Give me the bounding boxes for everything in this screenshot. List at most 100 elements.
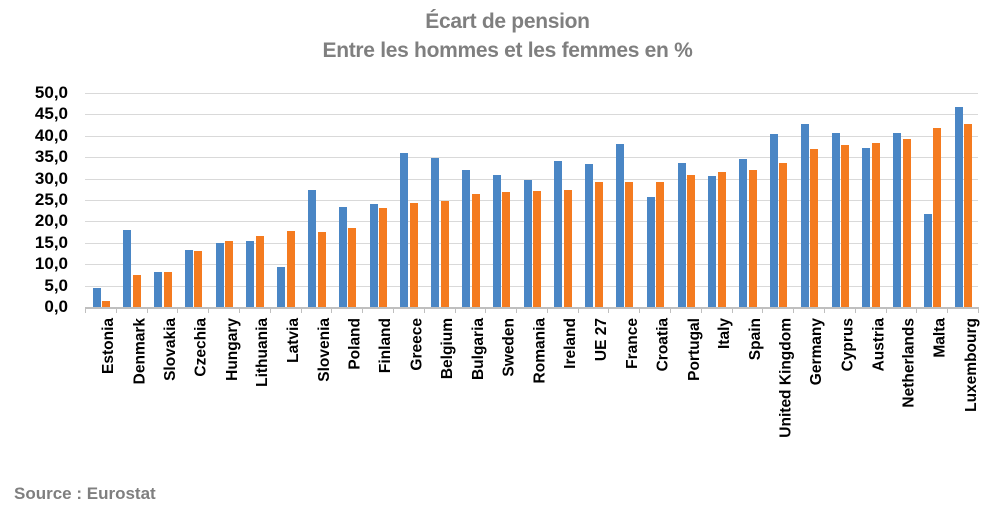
x-tick bbox=[516, 307, 518, 313]
category-label: Finland bbox=[377, 318, 395, 374]
x-tick bbox=[670, 307, 672, 313]
y-tick-label: 30,0 bbox=[34, 168, 68, 188]
category-label: Slovenia bbox=[315, 318, 333, 382]
x-tick bbox=[854, 307, 856, 313]
gridline bbox=[85, 157, 978, 159]
y-tick-label: 5,0 bbox=[44, 275, 68, 295]
bar-bulgaria-series-1 bbox=[462, 169, 471, 307]
bar-poland-series-2 bbox=[348, 227, 357, 307]
category-label: Estonia bbox=[100, 318, 118, 374]
x-tick bbox=[793, 307, 795, 313]
category-label: Sweden bbox=[500, 318, 518, 377]
bar-sweden-series-1 bbox=[492, 174, 501, 307]
bar-greece-series-2 bbox=[409, 203, 418, 307]
y-tick-label: 10,0 bbox=[34, 254, 68, 274]
bar-belgium-series-1 bbox=[431, 157, 440, 307]
x-tick bbox=[978, 307, 979, 313]
category-label: Austria bbox=[870, 318, 888, 372]
x-tick bbox=[85, 307, 86, 313]
x-tick bbox=[608, 307, 610, 313]
x-tick bbox=[485, 307, 487, 313]
bar-poland-series-1 bbox=[338, 207, 347, 307]
bar-ue-27-series-2 bbox=[594, 182, 603, 307]
bar-italy-series-1 bbox=[708, 175, 717, 307]
bar-denmark-series-2 bbox=[132, 274, 141, 307]
x-tick bbox=[700, 307, 702, 313]
category-label: UE 27 bbox=[593, 318, 611, 362]
bar-luxembourg-series-2 bbox=[964, 124, 973, 307]
x-tick bbox=[269, 307, 271, 313]
bar-ireland-series-1 bbox=[554, 160, 563, 307]
bar-sweden-series-2 bbox=[502, 192, 511, 307]
category-label: France bbox=[623, 318, 641, 369]
x-tick bbox=[639, 307, 641, 313]
bar-cyprus-series-2 bbox=[841, 144, 850, 307]
bar-austria-series-2 bbox=[871, 143, 880, 307]
bar-portugal-series-2 bbox=[687, 174, 696, 307]
bar-united-kingdom-series-2 bbox=[779, 162, 788, 307]
x-tick bbox=[146, 307, 148, 313]
bar-czechia-series-2 bbox=[194, 251, 203, 307]
category-label: Czechia bbox=[192, 318, 210, 377]
y-tick-label: 0,0 bbox=[44, 297, 68, 316]
category-label: Malta bbox=[931, 318, 949, 358]
category-label: Denmark bbox=[131, 318, 149, 385]
y-tick-label: 20,0 bbox=[34, 211, 68, 231]
category-label: Poland bbox=[346, 318, 364, 370]
bar-greece-series-1 bbox=[400, 152, 409, 307]
category-label: Luxembourg bbox=[962, 318, 980, 412]
bar-denmark-series-1 bbox=[123, 229, 132, 307]
bar-ue-27-series-1 bbox=[585, 163, 594, 307]
bar-lithuania-series-1 bbox=[246, 241, 255, 307]
category-label: Portugal bbox=[685, 318, 703, 381]
bar-ireland-series-2 bbox=[563, 190, 572, 307]
gridline bbox=[85, 178, 978, 180]
x-tick bbox=[238, 307, 240, 313]
x-tick bbox=[300, 307, 302, 313]
x-tick bbox=[885, 307, 887, 313]
bar-slovenia-series-1 bbox=[308, 190, 317, 307]
bar-finland-series-1 bbox=[369, 204, 378, 307]
bar-italy-series-2 bbox=[717, 171, 726, 307]
x-tick bbox=[454, 307, 456, 313]
y-tick-label: 45,0 bbox=[34, 104, 68, 124]
category-label: Netherlands bbox=[901, 318, 919, 408]
bar-luxembourg-series-1 bbox=[954, 107, 963, 307]
gridline bbox=[85, 114, 978, 116]
category-label: United Kingdom bbox=[777, 318, 795, 438]
bar-netherlands-series-1 bbox=[893, 133, 902, 307]
category-label: Croatia bbox=[654, 318, 672, 372]
category-label: Italy bbox=[716, 318, 734, 350]
x-tick bbox=[577, 307, 579, 313]
bar-united-kingdom-series-1 bbox=[769, 134, 778, 307]
y-tick-label: 25,0 bbox=[34, 190, 68, 209]
bar-hungary-series-2 bbox=[225, 241, 234, 307]
gridline bbox=[85, 93, 978, 94]
bar-bulgaria-series-2 bbox=[471, 194, 480, 307]
bar-czechia-series-1 bbox=[184, 250, 193, 307]
x-tick bbox=[208, 307, 210, 313]
bar-lithuania-series-2 bbox=[255, 236, 264, 307]
bar-cyprus-series-1 bbox=[831, 133, 840, 307]
x-axis-line bbox=[85, 307, 978, 309]
bar-croatia-series-1 bbox=[646, 197, 655, 307]
bar-finland-series-2 bbox=[379, 208, 388, 307]
bar-germany-series-2 bbox=[810, 149, 819, 307]
bar-france-series-1 bbox=[615, 143, 624, 307]
bar-croatia-series-2 bbox=[656, 181, 665, 307]
chart-subtitle: Entre les hommes et les femmes en % bbox=[322, 39, 693, 62]
y-tick-label: 50,0 bbox=[34, 83, 68, 102]
y-tick-label: 35,0 bbox=[34, 147, 68, 167]
bar-estonia-series-1 bbox=[92, 287, 101, 307]
plot-area bbox=[85, 93, 978, 307]
gridline bbox=[85, 135, 978, 137]
x-tick bbox=[115, 307, 117, 313]
bar-romania-series-1 bbox=[523, 180, 532, 307]
x-tick bbox=[423, 307, 425, 313]
category-label: Cyprus bbox=[839, 318, 857, 372]
category-label: Lithuania bbox=[254, 318, 272, 387]
bar-spain-series-1 bbox=[739, 158, 748, 307]
bar-romania-series-2 bbox=[533, 191, 542, 307]
category-label: Belgium bbox=[439, 318, 457, 380]
x-tick bbox=[392, 307, 394, 313]
